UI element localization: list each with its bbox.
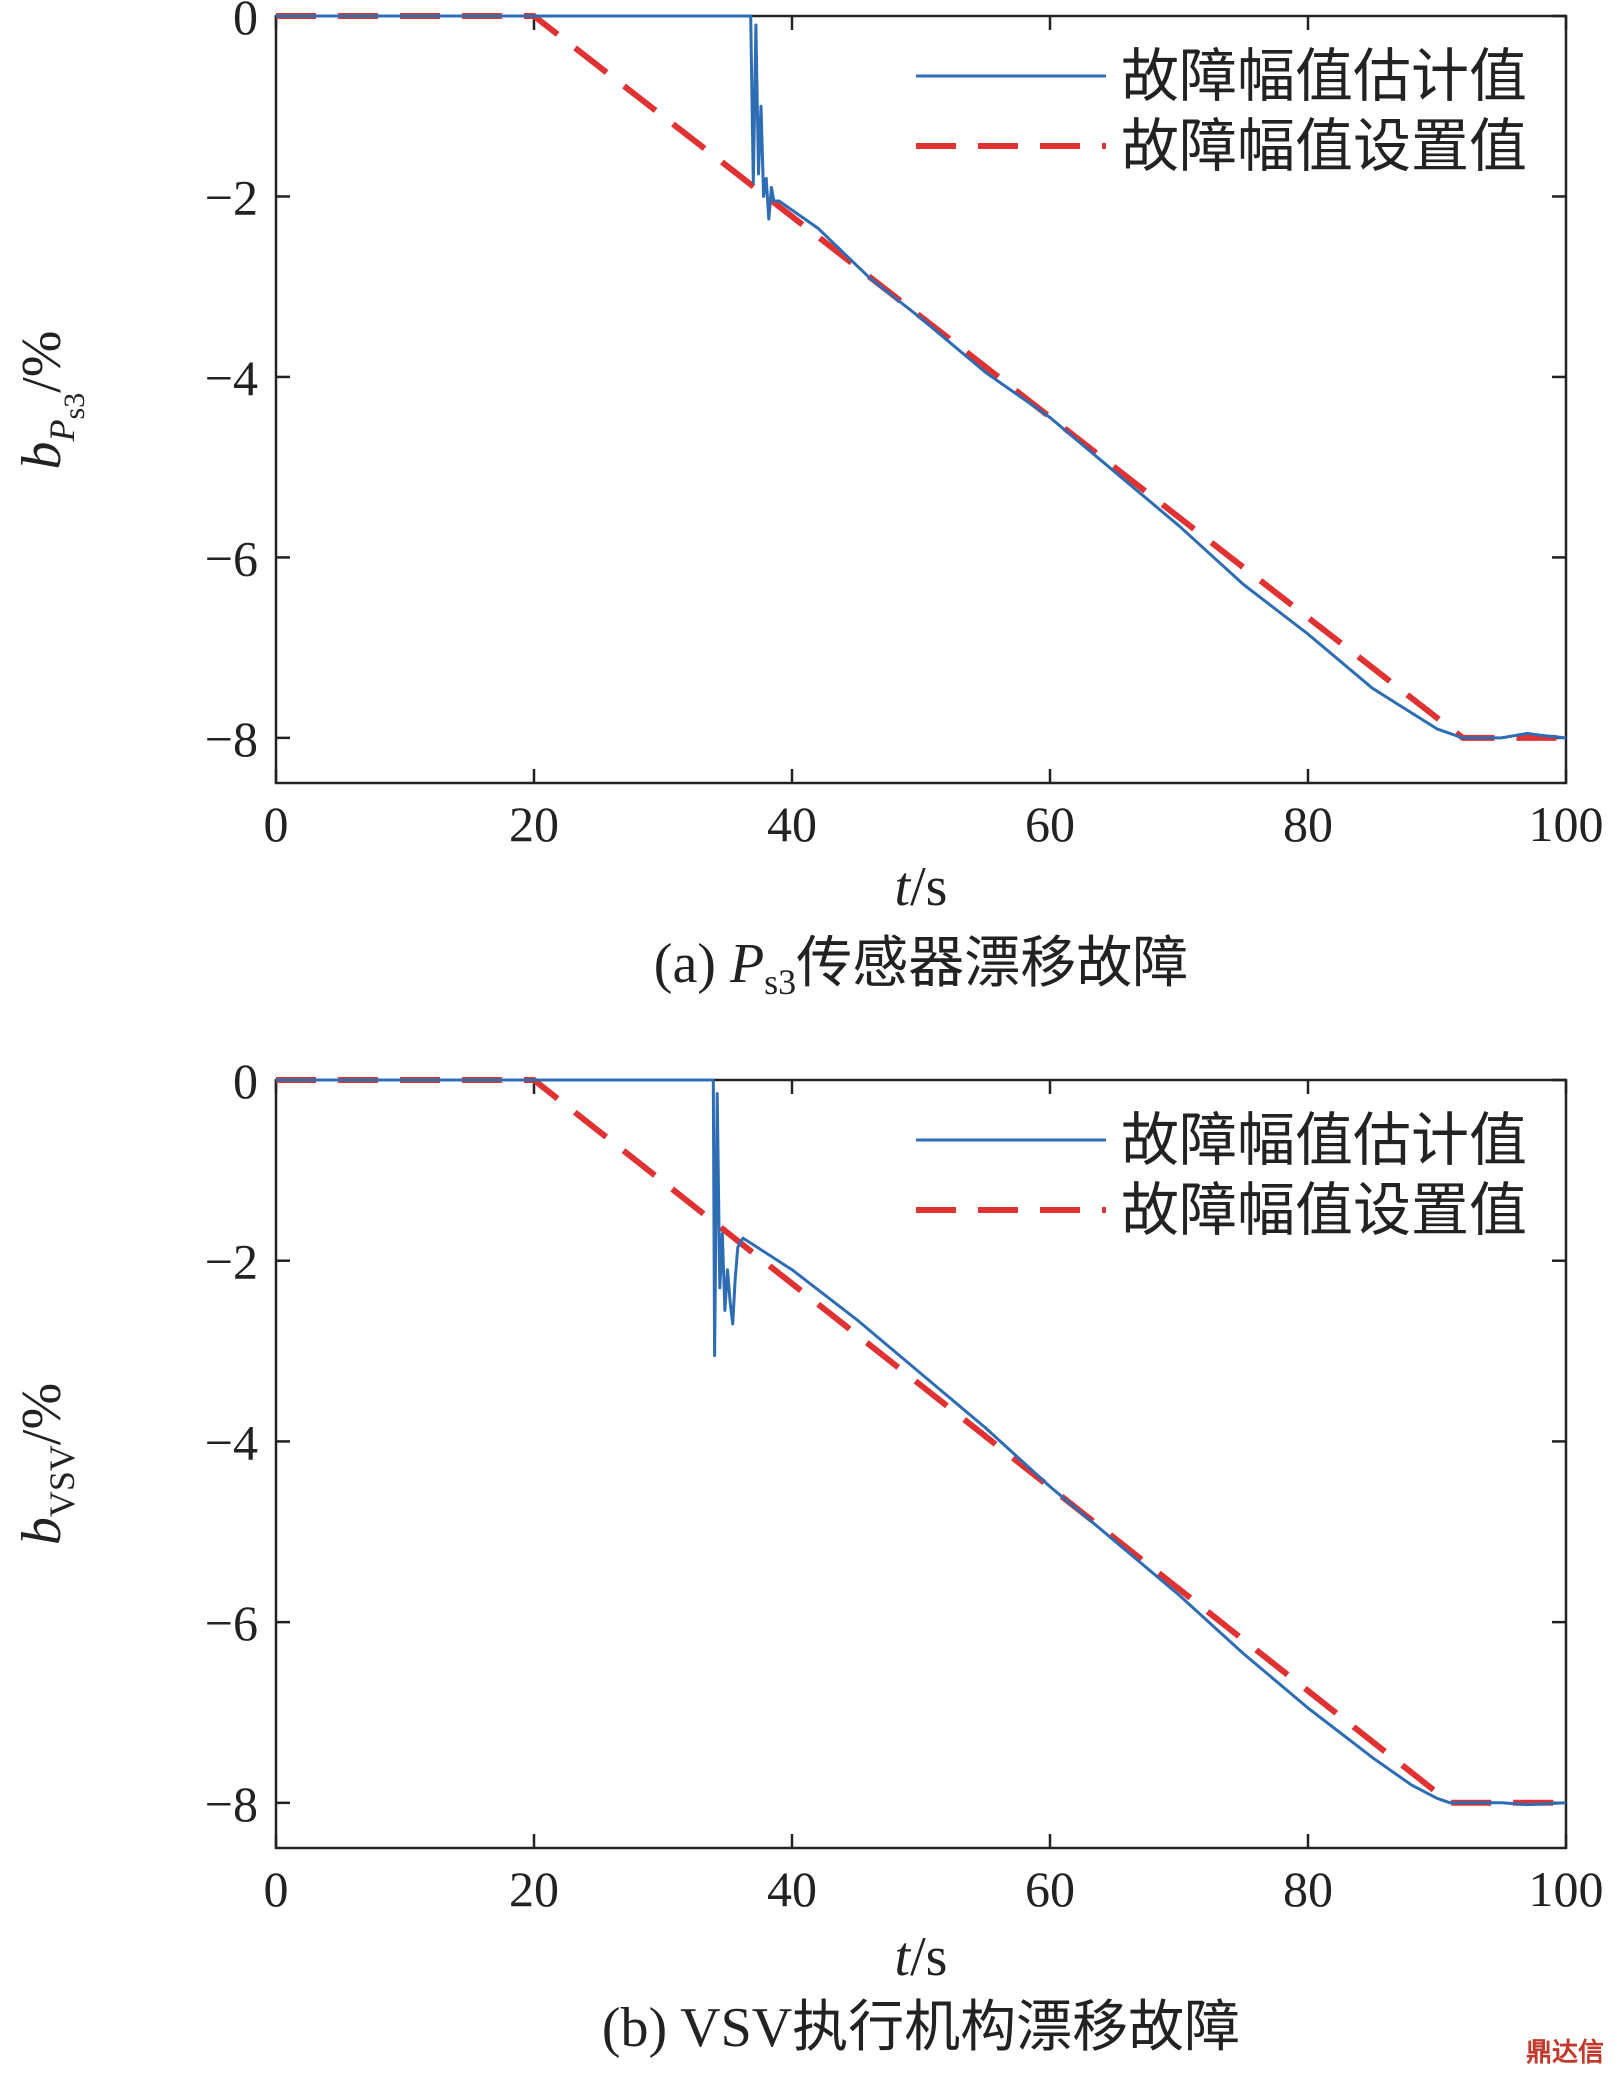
y-tick-label: 0	[233, 0, 258, 45]
x-tick-label: 20	[509, 1861, 559, 1917]
y-axis-label: bVSV/%	[11, 1383, 82, 1545]
x-tick-label: 60	[1025, 796, 1075, 852]
legend-entry: 故障幅值估计值	[1121, 44, 1527, 109]
figure-caption: (a) Ps3传感器漂移故障	[654, 933, 1188, 1002]
legend-entry: 故障幅值设置值	[1121, 114, 1527, 179]
y-tick-label: 0	[233, 1053, 258, 1109]
y-tick-label: −8	[205, 711, 258, 767]
x-tick-label: 80	[1283, 1861, 1333, 1917]
y-tick-label: −4	[205, 350, 258, 406]
y-tick-label: −2	[205, 169, 258, 225]
series-line-estimate	[276, 1078, 1567, 1807]
y-tick-label: −6	[205, 530, 258, 586]
x-tick-label: 100	[1529, 796, 1604, 852]
x-axis-label: t/s	[895, 856, 948, 918]
figure-caption: (b) VSV执行机构漂移故障	[602, 1997, 1240, 2059]
legend-entry: 故障幅值设置值	[1121, 1178, 1527, 1243]
legend-entry: 故障幅值估计值	[1121, 1108, 1527, 1173]
plot-frame	[274, 1078, 1568, 1850]
y-tick-label: −2	[205, 1234, 258, 1290]
plot-frame	[274, 14, 1568, 785]
x-tick-label: 40	[767, 796, 817, 852]
x-tick-label: 40	[767, 1861, 817, 1917]
y-axis-label: bPs3/%	[11, 331, 91, 470]
x-axis-label: t/s	[895, 1926, 948, 1988]
x-tick-label: 0	[264, 1861, 289, 1917]
watermark-logo: 鼎达信	[1525, 2038, 1604, 2068]
x-tick-label: 80	[1283, 796, 1333, 852]
x-tick-label: 100	[1529, 1861, 1604, 1917]
y-tick-label: −6	[205, 1595, 258, 1651]
x-tick-label: 0	[264, 796, 289, 852]
series-line-estimate	[276, 14, 1567, 740]
x-tick-label: 60	[1025, 1861, 1075, 1917]
y-tick-label: −4	[205, 1414, 258, 1470]
x-tick-label: 20	[509, 796, 559, 852]
y-tick-label: −8	[205, 1776, 258, 1832]
